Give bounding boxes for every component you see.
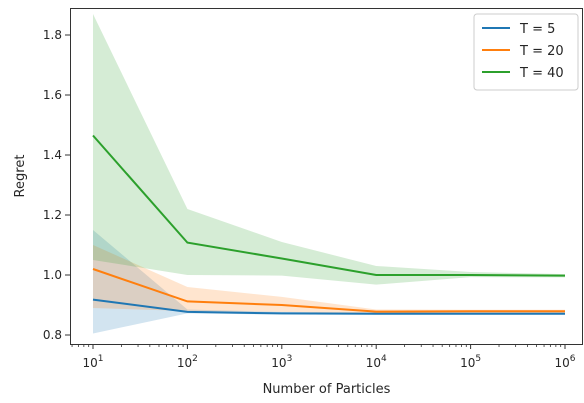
- y-tick-label: 1.2: [43, 208, 62, 222]
- y-tick-label: 1.6: [43, 88, 62, 102]
- x-tick-label: 106: [554, 354, 575, 370]
- x-axis-title: Number of Particles: [263, 382, 391, 397]
- y-axis-title: Regret: [13, 155, 28, 198]
- y-tick-label: 1.8: [43, 28, 62, 42]
- y-tick-label: 0.8: [43, 328, 62, 342]
- series-lines: [92, 134, 566, 315]
- legend-label-3: T = 40: [519, 66, 564, 81]
- x-tick-label: 104: [366, 354, 387, 370]
- series-line-1: [92, 298, 565, 315]
- x-tick-label: 102: [177, 354, 198, 370]
- x-tick-label: 105: [460, 354, 481, 370]
- y-tick-label: 1.4: [43, 148, 62, 162]
- legend: T = 5 T = 20 T = 40: [473, 13, 579, 91]
- x-axis: 101 102 103 104 105 106: [71, 344, 576, 370]
- y-tick-label: 1.0: [43, 268, 62, 282]
- x-tick-label: 103: [271, 354, 292, 370]
- confidence-band-3: [93, 14, 565, 285]
- x-tick-label: 101: [82, 354, 103, 370]
- legend-label-2: T = 20: [519, 44, 564, 59]
- confidence-band-2: [93, 245, 565, 314]
- y-axis: 0.8 1.0 1.2 1.4 1.6 1.8: [43, 28, 70, 342]
- series-line-3: [92, 134, 566, 277]
- legend-label-1: T = 5: [519, 22, 555, 37]
- series-line-2: [92, 268, 565, 313]
